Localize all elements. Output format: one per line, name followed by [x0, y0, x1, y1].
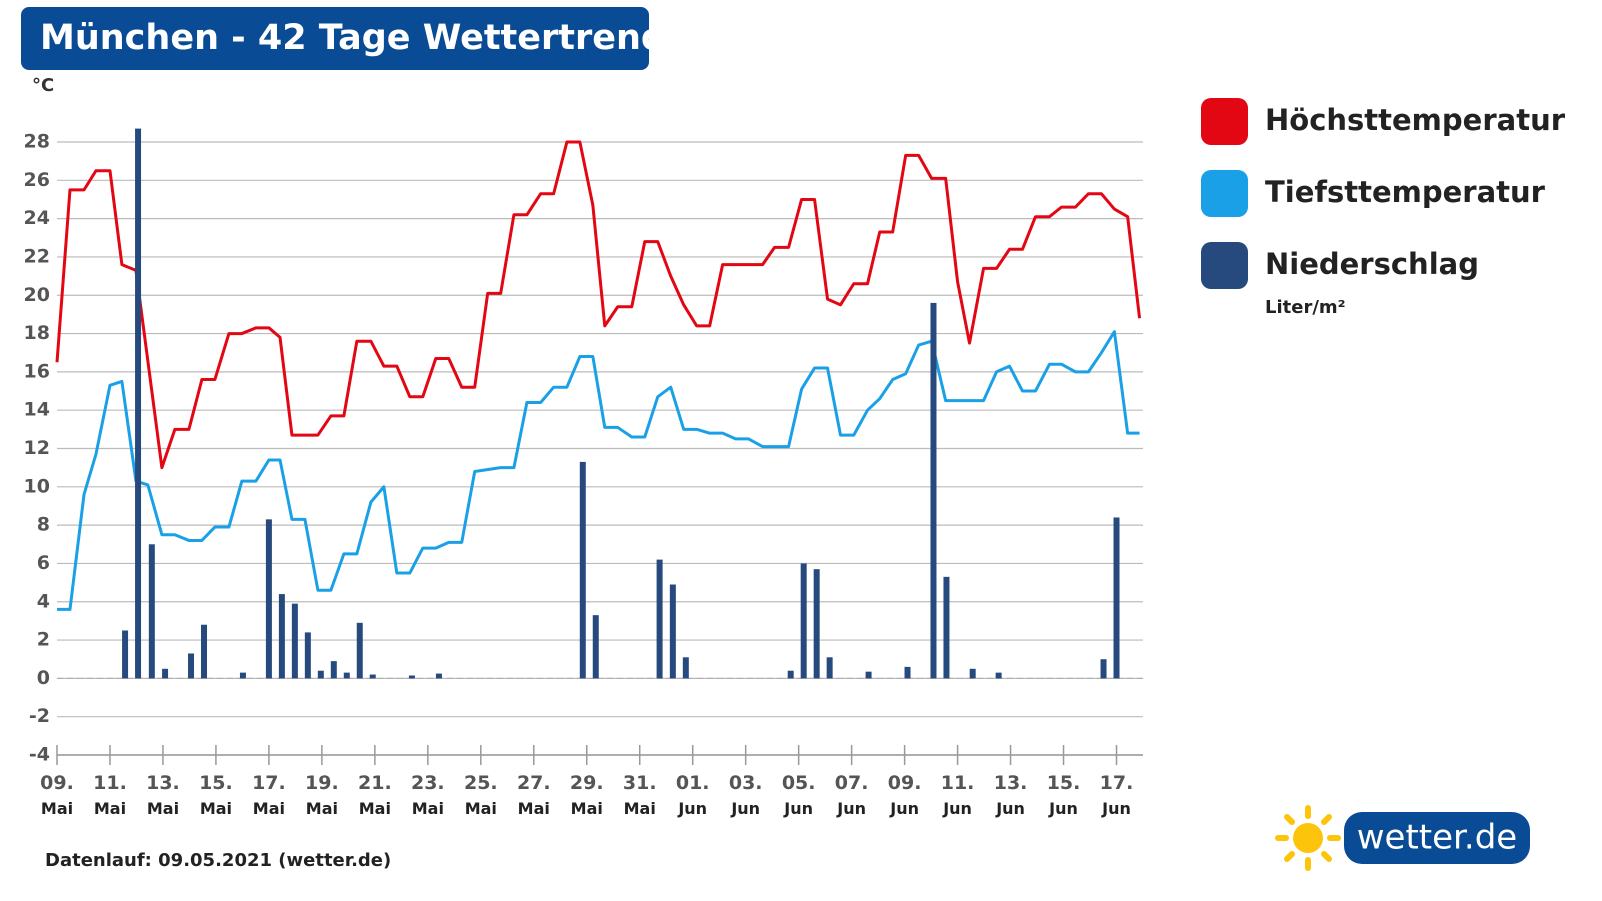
temp-line	[55, 140, 1142, 470]
x-tick-label: 15. Mai	[199, 772, 233, 818]
y-tick-label: 12	[24, 437, 50, 459]
x-tick-label: 31. Mai	[623, 772, 657, 818]
y-tick-label: 16	[24, 360, 50, 382]
precip-bar	[865, 671, 872, 679]
y-tick-label: 26	[24, 169, 50, 191]
precip-bar	[826, 657, 833, 679]
y-tick-label: 14	[24, 399, 50, 421]
chart-title: München - 42 Tage Wettertrend	[40, 18, 666, 58]
x-tick-label: 21. Mai	[358, 772, 392, 818]
precip-bar	[1113, 517, 1120, 679]
precip-bar	[122, 630, 129, 679]
y-tick-label: 2	[37, 629, 50, 651]
precip-bar	[162, 668, 169, 679]
y-tick-label: 6	[37, 552, 50, 574]
x-tick-label: 17. Jun	[1100, 772, 1134, 818]
x-tick-label: 09. Jun	[888, 772, 922, 818]
x-tick-label: 13. Jun	[994, 772, 1028, 818]
y-tick-label: -2	[29, 705, 50, 727]
x-tick-label: 07. Jun	[835, 772, 869, 818]
precip-bar	[239, 672, 246, 679]
precip-bar	[969, 668, 976, 679]
precip-bar	[1100, 659, 1107, 679]
y-tick-label: 22	[24, 245, 50, 267]
precip-bar	[148, 544, 155, 679]
y-tick-label: 24	[24, 207, 50, 229]
logo: wetter.de	[1275, 805, 1530, 871]
x-tick-label: 23. Mai	[411, 772, 445, 818]
x-tick-label: 11. Jun	[941, 772, 975, 818]
precip-bar	[265, 519, 272, 679]
precip-bar	[135, 128, 142, 679]
legend-label: Niederschlag	[1265, 247, 1479, 281]
y-tick-label: 10	[24, 475, 50, 497]
temp-line	[57, 330, 1140, 611]
precip-bar	[188, 653, 195, 679]
x-tick-label: 29. Mai	[570, 772, 604, 818]
precip-bar	[592, 615, 599, 679]
y-tick-label: 8	[37, 514, 50, 536]
x-tick-label: 13. Mai	[146, 772, 180, 818]
precip-bar	[343, 672, 350, 679]
precip-bar	[278, 594, 285, 679]
precip-bar	[201, 624, 208, 679]
precip-bar	[669, 584, 676, 679]
precip-bar	[369, 674, 376, 679]
y-tick-label: 0	[37, 667, 50, 689]
precip-bar	[943, 576, 950, 679]
y-tick-label: -4	[29, 744, 50, 766]
legend-swatch	[1201, 98, 1248, 145]
title-box	[21, 7, 649, 70]
precip-bar	[304, 632, 311, 679]
precip-bar	[330, 661, 337, 679]
x-tick-label: 11. Mai	[93, 772, 127, 818]
precip-bar	[356, 622, 363, 679]
y-tick-label: 4	[37, 590, 50, 612]
legend-swatch	[1201, 170, 1248, 217]
x-tick-label: 15. Jun	[1047, 772, 1081, 818]
x-tick-label: 27. Mai	[517, 772, 551, 818]
x-tick-label: 01. Jun	[676, 772, 710, 818]
x-tick-label: 05. Jun	[782, 772, 816, 818]
x-tick-label: 19. Mai	[305, 772, 339, 818]
precip-bar	[930, 302, 937, 679]
precip-bar	[800, 563, 807, 679]
x-tick-label: 25. Mai	[464, 772, 498, 818]
legend-unit: Liter/m²	[1265, 297, 1346, 318]
precip-bar	[787, 670, 794, 679]
precip-bar	[291, 603, 298, 679]
precip-bar	[656, 559, 663, 679]
precip-bar	[435, 673, 442, 679]
precip-bar	[904, 666, 911, 679]
y-tick-label: 18	[24, 322, 50, 344]
x-tick-label: 17. Mai	[252, 772, 286, 818]
precip-bar	[995, 672, 1002, 679]
precip-bar	[813, 569, 820, 679]
y-tick-label: 28	[24, 131, 50, 153]
x-tick-label: 09. Mai	[40, 772, 74, 818]
legend-label: Höchsttemperatur	[1265, 103, 1566, 137]
precip-bar	[579, 461, 586, 679]
y-unit: °C	[32, 75, 54, 96]
legend-label: Tiefsttemperatur	[1265, 175, 1546, 209]
legend-swatch	[1201, 242, 1248, 289]
x-tick-label: 03. Jun	[729, 772, 763, 818]
precip-bar	[408, 675, 415, 679]
logo-text: wetter.de	[1357, 818, 1517, 858]
y-tick-label: 20	[24, 284, 50, 306]
precip-bar	[317, 670, 324, 679]
precip-bar	[682, 657, 689, 679]
footer: Datenlauf: 09.05.2021 (wetter.de)	[45, 850, 391, 871]
